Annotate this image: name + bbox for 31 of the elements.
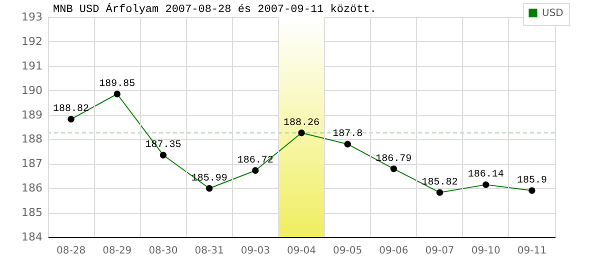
- x-tick-label: 09-07: [425, 246, 454, 256]
- data-label: 188.82: [53, 104, 90, 116]
- x-tick-label: 09-04: [286, 246, 316, 256]
- y-tick-label: 185: [22, 206, 42, 220]
- data-label: 188.26: [283, 118, 320, 129]
- data-label: 189.85: [99, 79, 136, 90]
- x-tick-label: 09-03: [240, 246, 270, 256]
- x-tick-label: 09-05: [333, 246, 362, 256]
- y-tick-label: 193: [22, 10, 42, 24]
- data-label: 185.82: [422, 178, 458, 189]
- x-tick-label: 08-29: [102, 246, 132, 256]
- y-tick-label: 188: [22, 132, 42, 146]
- y-tick-label: 187: [22, 157, 42, 170]
- data-label: 186.14: [468, 170, 504, 181]
- x-tick-label: 08-30: [148, 246, 178, 256]
- y-tick-label: 192: [22, 34, 42, 48]
- x-tick-label: 08-31: [194, 246, 224, 256]
- data-label: 186.79: [376, 154, 412, 165]
- y-tick-label: 190: [22, 84, 42, 97]
- y-tick-label: 191: [22, 59, 42, 72]
- x-tick-label: 08-28: [56, 246, 86, 256]
- data-label: 185.9: [516, 176, 547, 187]
- x-tick-label: 09-06: [379, 246, 408, 256]
- legend-label: USD: [542, 8, 564, 19]
- x-tick-label: 09-10: [471, 246, 500, 256]
- data-label: 187.8: [332, 129, 363, 140]
- x-tick-label: 09-11: [517, 246, 546, 256]
- y-tick-label: 189: [22, 108, 42, 122]
- y-tick-label: 186: [22, 182, 42, 195]
- chart-title: MNB USD Árfolyam 2007-08-28 és 2007-09-11 között.: [53, 2, 376, 16]
- y-tick-label: 184: [22, 230, 42, 244]
